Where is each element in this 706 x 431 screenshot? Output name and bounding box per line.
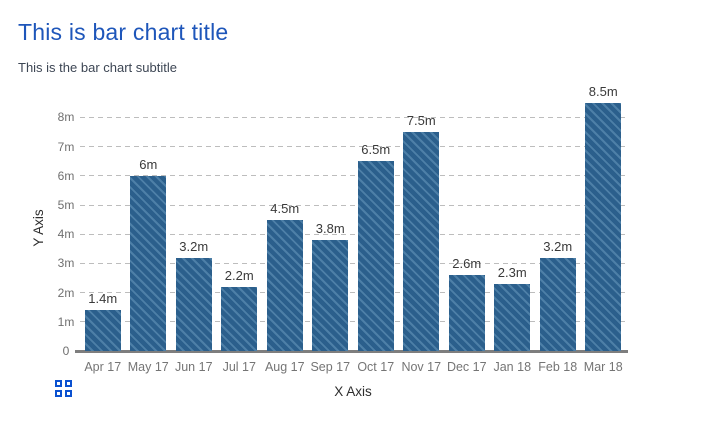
- x-tick-label: Apr 17: [84, 360, 122, 374]
- bar-jul-17: [221, 286, 258, 351]
- x-tick-label: Feb 18: [538, 360, 578, 374]
- grid-icon-square: [65, 380, 72, 387]
- bar-aug-17: [266, 219, 303, 351]
- gridline: [80, 292, 626, 294]
- bar-value-label: 8.5m: [588, 83, 618, 99]
- bar-may-17: [130, 175, 167, 351]
- bar-value-label: 2.6m: [452, 256, 482, 272]
- x-axis-title: X Axis: [334, 384, 372, 399]
- x-tick-label: Nov 17: [401, 360, 442, 374]
- bar-oct-17: [357, 161, 394, 351]
- grid-icon-square: [55, 390, 62, 397]
- gridline: [80, 146, 626, 148]
- bar-apr-17: [84, 310, 121, 351]
- x-tick-label: Dec 17: [446, 360, 487, 374]
- bar-value-label: 1.4m: [88, 291, 118, 307]
- bar-value-label: 7.5m: [406, 113, 436, 128]
- chart-subtitle: This is the bar chart subtitle: [18, 60, 177, 75]
- x-tick-label: Mar 18: [583, 360, 623, 374]
- gridline: [80, 262, 626, 264]
- bar-sep-17: [312, 240, 349, 351]
- bar-value-label: 6m: [139, 156, 158, 172]
- y-tick-label: 3m: [57, 256, 75, 271]
- x-tick-label: Jun 17: [174, 360, 213, 374]
- gridline: [80, 175, 626, 177]
- gridline: [80, 204, 626, 206]
- bar-value-label: 2.2m: [224, 267, 254, 283]
- bar-jun-17: [175, 257, 212, 351]
- y-tick-label: 5m: [57, 198, 75, 212]
- y-tick-label: 6m: [57, 168, 75, 183]
- y-tick-label: 2m: [57, 285, 75, 300]
- bar-dec-17: [448, 275, 485, 351]
- gridline: [80, 116, 626, 118]
- x-axis-line: [75, 350, 628, 353]
- grid-icon-square: [65, 390, 72, 397]
- gridline: [80, 233, 626, 235]
- gridline: [80, 321, 626, 323]
- bar-value-label: 4.5m: [270, 200, 300, 216]
- bar-feb-18: [539, 257, 576, 351]
- bar-mar-18: [585, 102, 622, 351]
- bar-nov-17: [403, 132, 440, 351]
- y-tick-label: 8m: [57, 110, 75, 125]
- x-tick-label: Jul 17: [222, 360, 256, 374]
- grid-icon[interactable]: [55, 380, 72, 397]
- y-tick-label: 1m: [57, 314, 75, 329]
- x-tick-label: Oct 17: [357, 360, 395, 374]
- bar-value-label: 3.8m: [315, 221, 345, 237]
- bar-value-label: 3.2m: [179, 238, 209, 254]
- chart-title: This is bar chart title: [18, 19, 229, 45]
- bar-jan-18: [494, 283, 531, 351]
- y-tick-label: 4m: [57, 227, 75, 242]
- y-tick-label: 7m: [57, 139, 75, 154]
- y-tick-label: 0: [62, 344, 70, 358]
- bar-value-label: 2.3m: [497, 264, 527, 280]
- x-tick-label: Sep 17: [310, 360, 351, 374]
- grid-icon-square: [55, 380, 62, 387]
- bar-value-label: 6.5m: [361, 142, 391, 158]
- plot-area: Y Axis X Axis 0 1m 2m 3m 4m 5m 6m 7m 8m 1.4m Apr 1…: [31, 84, 628, 399]
- bar-value-label: 3.2m: [543, 238, 573, 254]
- x-tick-label: Aug 17: [264, 360, 305, 374]
- x-tick-label: Jan 18: [493, 360, 532, 374]
- x-tick-label: May 17: [127, 360, 169, 374]
